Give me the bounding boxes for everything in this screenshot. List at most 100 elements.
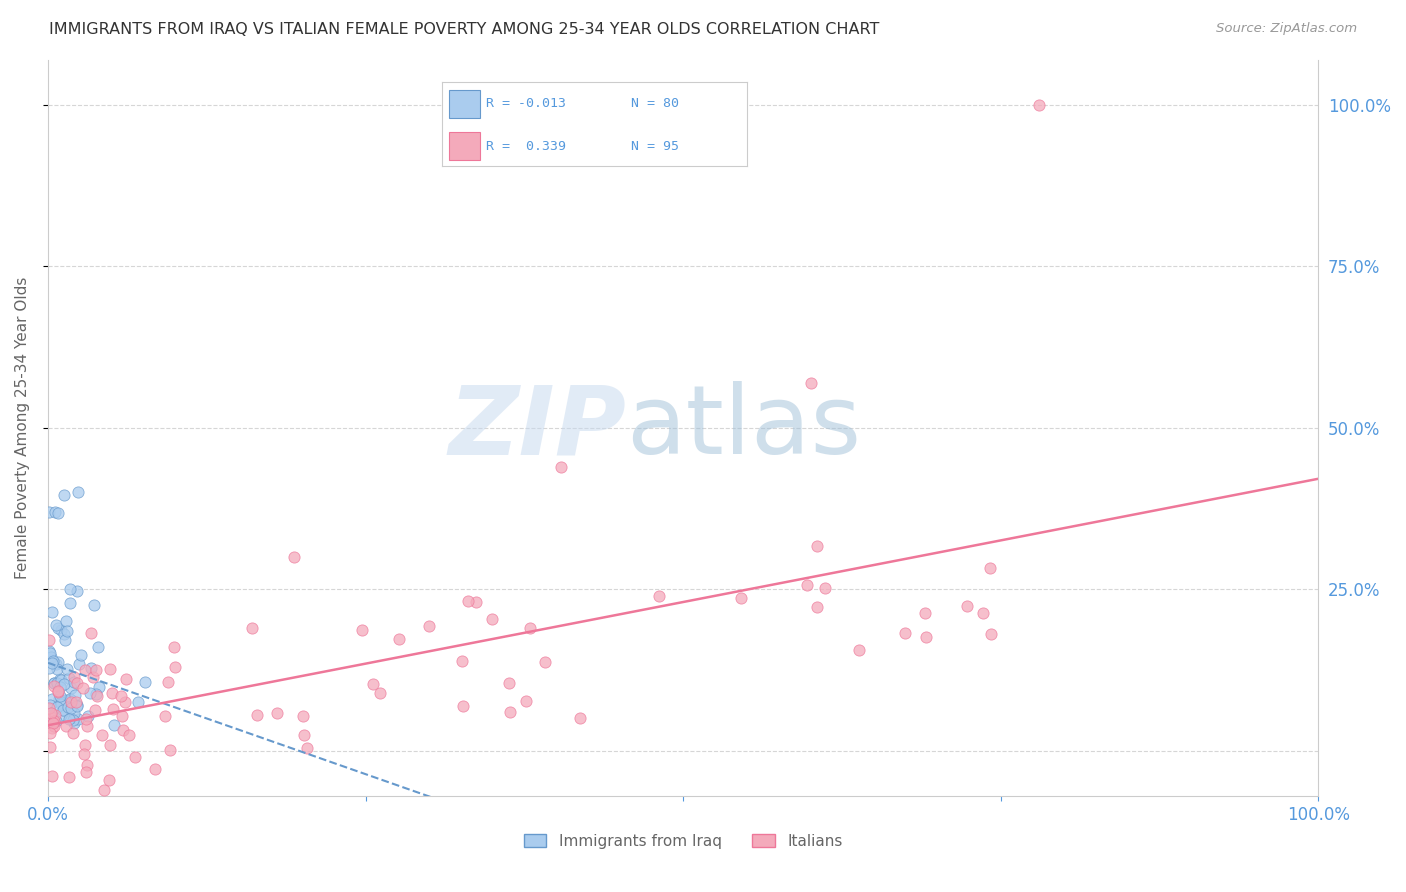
Point	[82, 670, 104, 684]
Point	[52, 703, 75, 717]
Point	[72, 681, 94, 696]
Point	[127, 695, 149, 709]
Point	[63, 715, 86, 730]
Point	[77, 709, 100, 723]
Point	[499, 705, 522, 719]
Point	[134, 675, 156, 690]
Point	[38, 661, 60, 675]
Point	[84, 663, 107, 677]
Point	[44, 679, 66, 693]
Point	[41, 691, 63, 706]
Point	[38, 701, 60, 715]
Point	[49, 623, 72, 637]
Point	[114, 695, 136, 709]
Point	[62, 674, 84, 689]
Point	[49, 680, 72, 694]
Point	[41, 709, 63, 723]
Text: IMMIGRANTS FROM IRAQ VS ITALIAN FEMALE POVERTY AMONG 25-34 YEAR OLDS CORRELATION: IMMIGRANTS FROM IRAQ VS ITALIAN FEMALE P…	[49, 22, 880, 37]
Point	[41, 605, 63, 619]
Point	[65, 695, 87, 709]
Point	[103, 702, 125, 716]
Point	[46, 621, 69, 635]
Point	[66, 698, 89, 712]
Point	[58, 712, 80, 726]
Point	[76, 758, 98, 772]
Point	[240, 621, 263, 635]
Point	[515, 694, 537, 708]
Point	[63, 706, 86, 721]
Point	[55, 692, 77, 706]
Point	[84, 687, 107, 701]
Point	[38, 739, 60, 754]
Point	[39, 706, 62, 721]
Point	[39, 726, 62, 740]
Point	[59, 700, 82, 714]
Point	[163, 660, 186, 674]
Point	[75, 713, 97, 727]
Point	[59, 692, 82, 706]
Point	[45, 657, 67, 672]
Point	[1028, 98, 1050, 112]
Point	[49, 697, 72, 711]
Point	[80, 626, 103, 640]
Point	[101, 686, 124, 700]
Point	[44, 707, 66, 722]
Point	[49, 708, 72, 723]
Point	[498, 676, 520, 690]
Point	[55, 704, 77, 718]
Point	[806, 539, 828, 553]
Point	[979, 561, 1001, 575]
Point	[550, 459, 572, 474]
Point	[159, 742, 181, 756]
Y-axis label: Female Poverty Among 25-34 Year Olds: Female Poverty Among 25-34 Year Olds	[15, 277, 30, 579]
Point	[41, 657, 63, 671]
Point	[464, 595, 486, 609]
Point	[806, 600, 828, 615]
Point	[291, 709, 314, 723]
Point	[38, 643, 60, 657]
Point	[41, 722, 63, 736]
Point	[83, 598, 105, 612]
Point	[67, 657, 90, 672]
Point	[55, 614, 77, 628]
Point	[73, 663, 96, 677]
Point	[59, 582, 82, 597]
Point	[568, 711, 591, 725]
Point	[39, 698, 62, 713]
Point	[39, 706, 62, 720]
Point	[49, 689, 72, 703]
Point	[914, 606, 936, 620]
Point	[75, 738, 97, 752]
Point	[44, 506, 66, 520]
Point	[110, 689, 132, 703]
Point	[49, 673, 72, 688]
Point	[156, 675, 179, 690]
Point	[893, 626, 915, 640]
Point	[48, 672, 70, 686]
Point	[90, 728, 112, 742]
Point	[98, 739, 121, 753]
Point	[51, 695, 73, 709]
Point	[66, 485, 89, 500]
Text: Source: ZipAtlas.com: Source: ZipAtlas.com	[1216, 22, 1357, 36]
Point	[368, 686, 391, 700]
Point	[66, 712, 89, 726]
Point	[58, 770, 80, 784]
Point	[66, 699, 89, 714]
Point	[52, 626, 75, 640]
Point	[800, 376, 823, 390]
Point	[118, 728, 141, 742]
Point	[55, 719, 77, 733]
Point	[42, 676, 65, 690]
Point	[62, 726, 84, 740]
Point	[45, 618, 67, 632]
Point	[162, 640, 184, 654]
Point	[457, 594, 479, 608]
Point	[79, 686, 101, 700]
Point	[42, 654, 65, 668]
Point	[52, 699, 75, 714]
Point	[58, 671, 80, 685]
Point	[361, 677, 384, 691]
Point	[124, 750, 146, 764]
Point	[42, 676, 65, 690]
